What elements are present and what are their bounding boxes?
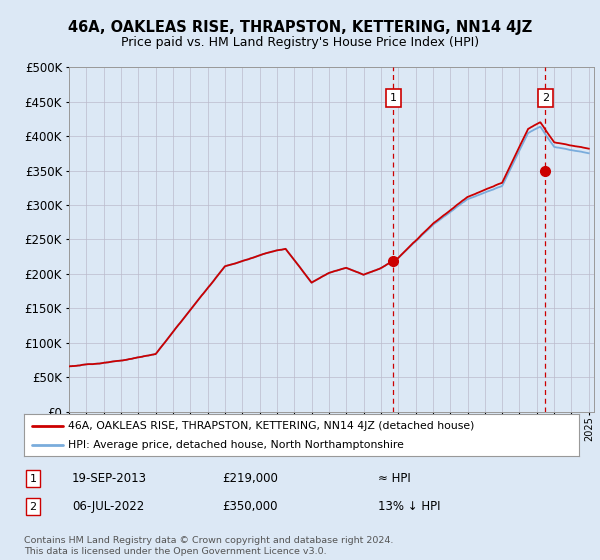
Text: 1: 1: [390, 93, 397, 103]
Text: ≈ HPI: ≈ HPI: [378, 472, 411, 486]
Text: 46A, OAKLEAS RISE, THRAPSTON, KETTERING, NN14 4JZ: 46A, OAKLEAS RISE, THRAPSTON, KETTERING,…: [68, 20, 532, 35]
Text: HPI: Average price, detached house, North Northamptonshire: HPI: Average price, detached house, Nort…: [68, 440, 404, 450]
Text: 1: 1: [29, 474, 37, 484]
Text: 06-JUL-2022: 06-JUL-2022: [72, 500, 144, 514]
Text: 2: 2: [29, 502, 37, 512]
Text: Contains HM Land Registry data © Crown copyright and database right 2024.
This d: Contains HM Land Registry data © Crown c…: [24, 536, 394, 556]
Text: £219,000: £219,000: [222, 472, 278, 486]
Text: Price paid vs. HM Land Registry's House Price Index (HPI): Price paid vs. HM Land Registry's House …: [121, 36, 479, 49]
Text: 2: 2: [542, 93, 549, 103]
Text: 46A, OAKLEAS RISE, THRAPSTON, KETTERING, NN14 4JZ (detached house): 46A, OAKLEAS RISE, THRAPSTON, KETTERING,…: [68, 421, 475, 431]
Text: 19-SEP-2013: 19-SEP-2013: [72, 472, 147, 486]
Text: 13% ↓ HPI: 13% ↓ HPI: [378, 500, 440, 514]
Text: £350,000: £350,000: [222, 500, 277, 514]
